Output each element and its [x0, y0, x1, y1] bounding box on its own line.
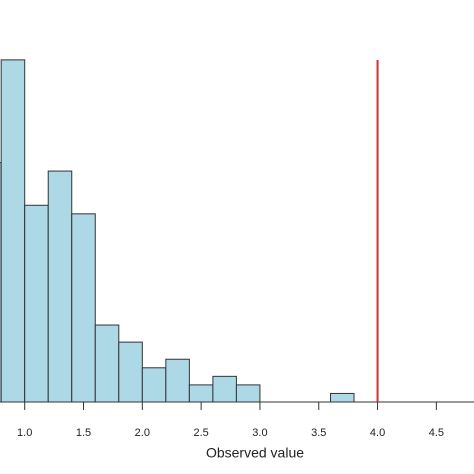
x-tick-label: 3.5: [311, 427, 326, 439]
bar: [212, 375, 237, 403]
bar: [188, 384, 214, 403]
bar: [330, 392, 355, 403]
x-tick-label: 2.0: [135, 427, 150, 439]
x-tick-label: 4.0: [370, 427, 385, 439]
x-tick-label: 1.0: [17, 427, 32, 439]
x-tick-label: 4.5: [429, 427, 444, 439]
bar: [94, 324, 120, 403]
x-tick-label: 3.0: [252, 427, 267, 439]
bar: [118, 341, 143, 403]
bar: [235, 384, 261, 403]
bar: [24, 204, 49, 403]
bar: [71, 213, 96, 403]
x-tick-label: 2.5: [193, 427, 208, 439]
bar: [47, 170, 73, 403]
bar: [0, 59, 26, 403]
x-tick-label: 1.5: [76, 427, 91, 439]
bar: [141, 367, 167, 403]
x-axis-title: Observed value: [206, 445, 304, 461]
bar: [165, 358, 190, 403]
